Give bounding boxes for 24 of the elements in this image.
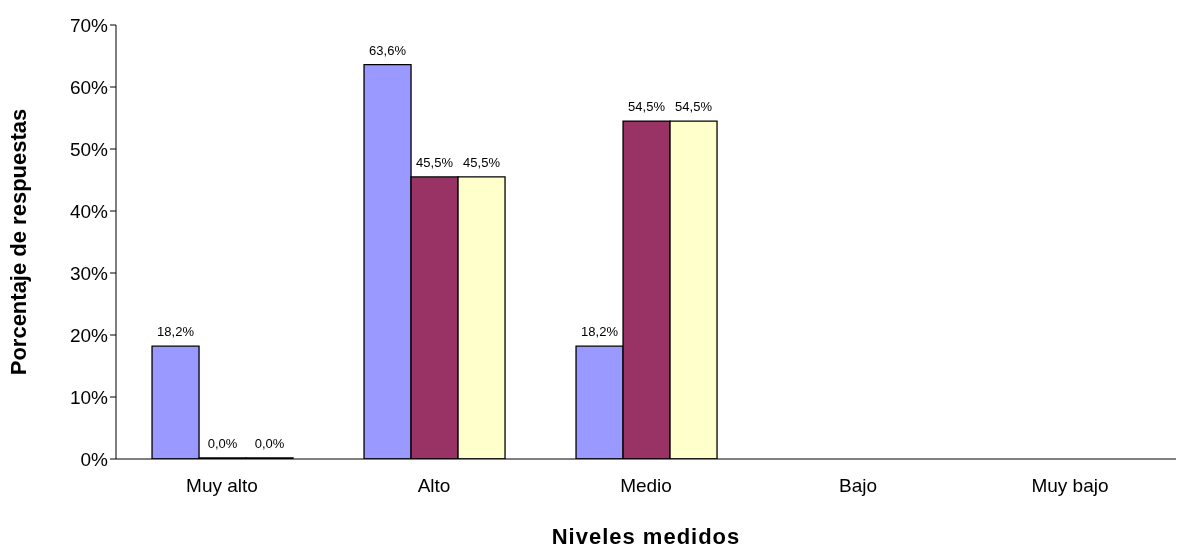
- data-label: 54,5%: [675, 99, 713, 115]
- data-label: 45,5%: [416, 154, 454, 170]
- y-tick-label: 0%: [80, 448, 109, 470]
- y-tick-label: 70%: [69, 14, 109, 36]
- x-tick-label: Muy bajo: [1031, 475, 1109, 497]
- data-label: 0,0%: [254, 436, 285, 451]
- y-tick-label: 50%: [69, 138, 109, 160]
- y-axis-title: Porcentaje de respuestas: [5, 108, 31, 376]
- data-label: 18,2%: [581, 324, 619, 340]
- x-axis-title: Niveles medidos: [551, 524, 741, 549]
- x-tick-label: Medio: [620, 475, 672, 497]
- data-label: 63,6%: [369, 42, 407, 58]
- data-label: 18,2%: [157, 324, 195, 340]
- y-tick-label: 20%: [69, 324, 109, 346]
- data-label: 45,5%: [463, 154, 501, 170]
- y-tick-label: 40%: [69, 200, 109, 222]
- y-tick-label: 10%: [69, 386, 109, 408]
- data-label: 54,5%: [628, 99, 666, 115]
- y-tick-label: 30%: [69, 262, 109, 284]
- data-label: 0,0%: [207, 436, 238, 451]
- x-tick-label: Muy alto: [186, 475, 258, 497]
- x-tick-label: Alto: [417, 475, 451, 497]
- y-tick-label: 60%: [69, 76, 109, 98]
- x-tick-label: Bajo: [838, 475, 878, 497]
